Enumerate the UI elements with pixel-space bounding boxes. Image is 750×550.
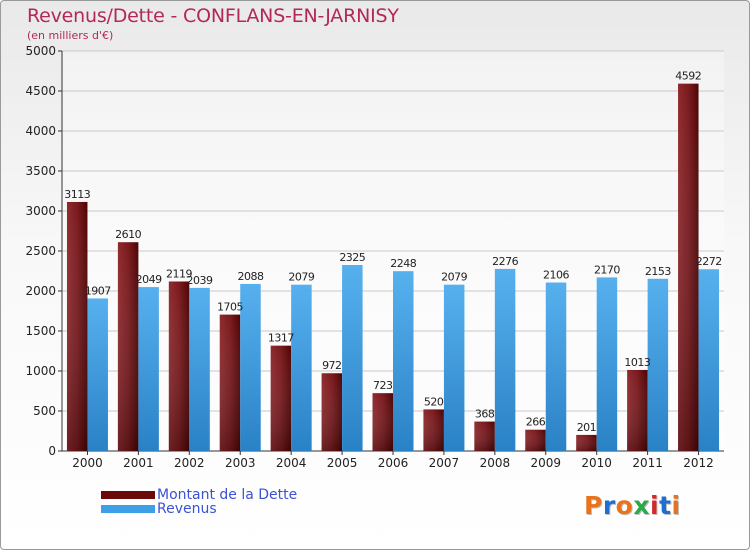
y-tick-label: 2000 xyxy=(25,284,56,298)
bar-revenus xyxy=(342,265,363,451)
bar-revenus xyxy=(647,278,669,451)
data-label-revenus: 2272 xyxy=(696,255,722,268)
data-label-dette: 520 xyxy=(424,395,444,408)
y-tick-label: 3500 xyxy=(25,164,56,178)
bar-dette-shade xyxy=(678,83,699,451)
data-label-dette: 1317 xyxy=(268,332,294,345)
data-label-revenus: 1907 xyxy=(85,284,111,297)
bar-dette-shade xyxy=(423,409,444,451)
x-tick-label: 2003 xyxy=(225,456,256,470)
y-tick-label: 1000 xyxy=(25,364,56,378)
x-tick-label: 2012 xyxy=(683,456,714,470)
data-label-revenus: 2079 xyxy=(441,271,467,284)
data-label-dette: 201 xyxy=(577,421,597,434)
legend-label-revenus: Revenus xyxy=(157,501,217,517)
data-label-dette: 266 xyxy=(526,416,546,429)
bar-revenus xyxy=(87,298,108,451)
chart-subtitle: (en milliers d'€) xyxy=(27,29,114,42)
data-label-revenus: 2049 xyxy=(136,273,162,286)
chart-title: Revenus/Dette - CONFLANS-EN-JARNISY xyxy=(27,5,399,27)
y-tick-label: 3000 xyxy=(25,204,56,218)
proxiti-logo: Proxiti xyxy=(584,491,681,520)
bar-revenus xyxy=(291,284,312,451)
data-label-revenus: 2106 xyxy=(543,269,569,282)
x-tick-label: 2001 xyxy=(123,456,154,470)
x-tick-label: 2008 xyxy=(480,456,511,470)
y-tick-label: 2500 xyxy=(25,244,56,258)
bar-dette-shade xyxy=(270,345,292,451)
logo-letter: t xyxy=(659,491,672,520)
bar-dette-shade xyxy=(372,393,393,451)
x-tick-label: 2010 xyxy=(581,456,612,470)
data-label-dette: 1705 xyxy=(217,301,243,314)
data-label-dette: 4592 xyxy=(675,70,701,83)
legend-swatch-revenus xyxy=(101,505,155,513)
x-tick-label: 2004 xyxy=(276,456,307,470)
bar-revenus xyxy=(443,284,465,451)
bar-revenus xyxy=(596,277,618,451)
data-label-dette: 2119 xyxy=(166,267,192,280)
x-tick-label: 2011 xyxy=(632,456,663,470)
bar-revenus xyxy=(545,282,567,451)
y-tick-label: 5000 xyxy=(25,44,56,58)
logo-letter: i xyxy=(650,491,660,520)
bar-dette-shade xyxy=(576,434,597,451)
x-tick-label: 2007 xyxy=(429,456,460,470)
data-label-revenus: 2325 xyxy=(339,251,365,264)
x-tick-label: 2009 xyxy=(530,456,561,470)
x-tick-label: 2000 xyxy=(72,456,103,470)
logo-letter: o xyxy=(615,491,634,520)
bar-dette-shade xyxy=(525,429,546,451)
bar-dette-shade xyxy=(66,201,88,451)
logo-letter: i xyxy=(671,491,681,520)
legend-item-revenus: Revenus xyxy=(101,501,217,517)
data-label-revenus: 2170 xyxy=(594,263,620,276)
bar-revenus xyxy=(138,287,159,451)
data-label-dette: 1013 xyxy=(624,356,650,369)
bar-revenus xyxy=(189,287,210,451)
data-label-dette: 3113 xyxy=(64,188,90,201)
legend-label-dette: Montant de la Dette xyxy=(157,487,298,503)
x-tick-label: 2002 xyxy=(174,456,205,470)
bar-dette-shade xyxy=(168,281,190,451)
data-label-dette: 2610 xyxy=(115,228,141,241)
logo-letter: P xyxy=(584,491,603,520)
logo-letter: x xyxy=(633,491,650,520)
y-tick-label: 500 xyxy=(33,404,56,418)
bar-dette-shade xyxy=(627,369,648,451)
bar-revenus xyxy=(698,269,720,451)
y-tick-label: 1500 xyxy=(25,324,56,338)
legend-swatch-dette xyxy=(101,491,155,499)
bar-revenus xyxy=(393,271,414,451)
bar-revenus xyxy=(240,283,261,451)
y-tick-label: 4000 xyxy=(25,124,56,138)
data-label-dette: 972 xyxy=(322,359,342,372)
x-tick-label: 2006 xyxy=(378,456,409,470)
data-label-revenus: 2079 xyxy=(288,271,314,284)
bar-dette-shade xyxy=(219,314,241,451)
data-label-revenus: 2088 xyxy=(237,270,263,283)
data-label-dette: 368 xyxy=(475,408,495,421)
x-tick-label: 2005 xyxy=(327,456,358,470)
data-label-revenus: 2248 xyxy=(390,257,416,270)
legend-item-dette: Montant de la Dette xyxy=(101,487,297,503)
bar-revenus xyxy=(494,268,516,451)
bar-dette-shade xyxy=(321,373,343,451)
y-tick-label: 4500 xyxy=(25,84,56,98)
data-label-dette: 723 xyxy=(373,379,393,392)
y-tick-label: 0 xyxy=(48,444,56,458)
data-label-revenus: 2039 xyxy=(187,274,213,287)
logo-letter: r xyxy=(602,491,616,520)
bar-dette-shade xyxy=(474,421,495,451)
data-label-revenus: 2153 xyxy=(645,265,671,278)
data-label-revenus: 2276 xyxy=(492,255,518,268)
bar-dette-shade xyxy=(117,242,139,451)
